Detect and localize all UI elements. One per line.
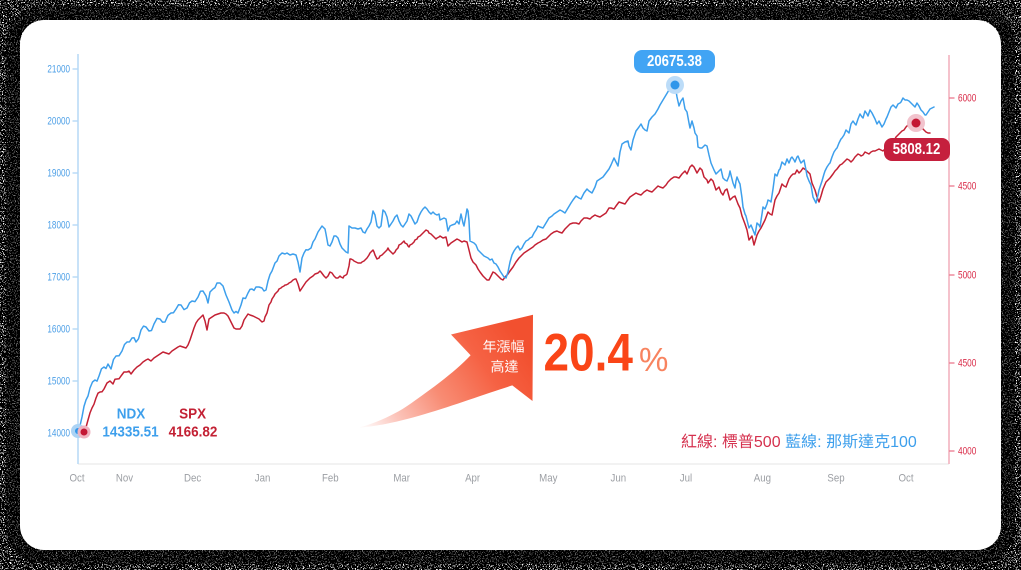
svg-text:Aug: Aug [754, 473, 771, 485]
svg-text:17000: 17000 [47, 271, 70, 284]
svg-text:Mar: Mar [393, 473, 410, 485]
svg-text:500: 500 [754, 434, 781, 451]
svg-text:4000: 4000 [958, 445, 977, 457]
svg-text:4500: 4500 [958, 357, 977, 369]
svg-text:20.4: 20.4 [544, 324, 634, 383]
svg-text:6000: 6000 [958, 92, 977, 104]
svg-text:Sep: Sep [827, 473, 844, 485]
svg-text:May: May [539, 473, 558, 485]
svg-text:SPX: SPX [179, 406, 206, 423]
svg-text:100: 100 [890, 434, 917, 451]
svg-text:NDX: NDX [117, 406, 146, 423]
svg-text:5808.12: 5808.12 [893, 141, 941, 158]
svg-text:18000: 18000 [47, 219, 70, 232]
svg-text:Oct: Oct [69, 473, 84, 485]
svg-text::: : [817, 434, 821, 451]
svg-text:Jan: Jan [255, 473, 271, 485]
svg-text:Nov: Nov [116, 473, 134, 485]
svg-text:16000: 16000 [47, 323, 70, 336]
svg-text:20675.38: 20675.38 [647, 53, 702, 70]
svg-text:14000: 14000 [47, 427, 70, 440]
svg-text:Jun: Jun [610, 473, 626, 485]
svg-text:19000: 19000 [47, 167, 70, 180]
svg-text:Apr: Apr [465, 473, 481, 485]
svg-text:4166.82: 4166.82 [169, 424, 218, 441]
svg-text:4500: 4500 [958, 180, 977, 192]
svg-text:21000: 21000 [47, 63, 70, 76]
svg-text:Feb: Feb [322, 473, 339, 485]
svg-text:14335.51: 14335.51 [102, 424, 158, 441]
svg-text:%: % [639, 341, 668, 378]
svg-text:5000: 5000 [958, 269, 977, 281]
svg-text::: : [713, 434, 717, 451]
svg-text:Dec: Dec [184, 473, 201, 485]
svg-text:20000: 20000 [47, 115, 70, 128]
svg-text:Jul: Jul [680, 473, 692, 485]
svg-text:15000: 15000 [47, 375, 70, 388]
svg-text:Oct: Oct [898, 473, 913, 485]
